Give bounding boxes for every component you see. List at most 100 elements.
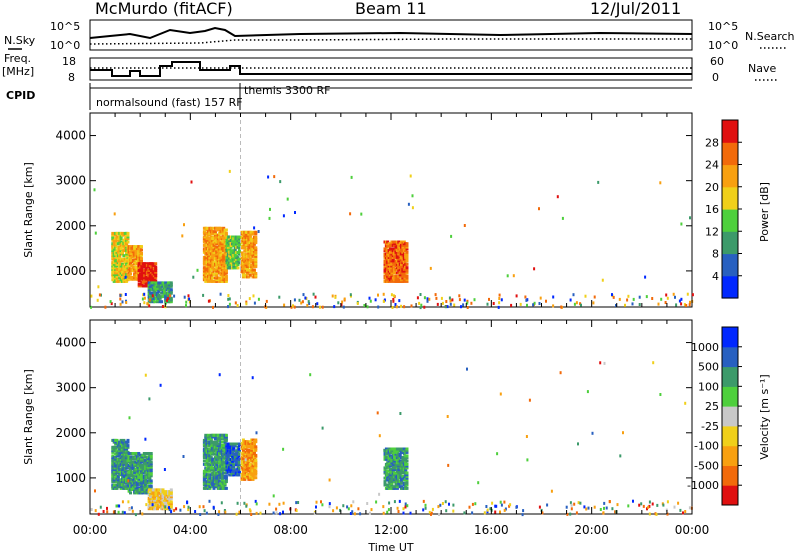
power-cell	[241, 275, 245, 279]
power-cell	[202, 231, 206, 235]
velocity-colorbar-frame	[721, 326, 739, 506]
power-cell	[400, 264, 403, 268]
power-cell	[158, 296, 162, 300]
velocity-cell	[397, 469, 401, 473]
power-cell	[151, 284, 155, 288]
velocity-cell	[144, 477, 148, 481]
power-cell	[127, 270, 131, 274]
velocity-cell	[131, 476, 135, 479]
power-cell	[134, 272, 138, 276]
velocity-cell	[398, 449, 402, 453]
power-cell	[215, 250, 219, 254]
power-cell	[126, 240, 130, 244]
power-speckle	[190, 180, 193, 184]
power-speckle	[90, 294, 93, 298]
power-cell	[152, 277, 156, 281]
power-speckle	[395, 305, 398, 309]
power-cell	[154, 275, 158, 279]
velocity-speckle	[471, 511, 474, 515]
power-cell	[405, 243, 409, 247]
velocity-speckle	[627, 504, 630, 508]
power-cell	[118, 254, 122, 258]
velocity-speckle	[205, 511, 208, 515]
velocity-speckle	[339, 508, 342, 512]
velocity-cell	[405, 471, 409, 475]
velocity-cell	[226, 444, 230, 448]
power-speckle	[227, 235, 230, 239]
power-cell	[252, 270, 256, 274]
power-cell	[169, 291, 173, 295]
power-cell	[118, 259, 122, 263]
velocity-ytick-label: 4000	[55, 336, 86, 350]
power-cell	[133, 269, 137, 273]
power-cell	[133, 260, 137, 264]
power-speckle	[273, 175, 276, 179]
velocity-cell	[119, 442, 123, 446]
velocity-cell	[149, 481, 153, 485]
power-cell	[205, 254, 209, 258]
power-speckle	[146, 302, 149, 306]
velocity-speckle	[121, 510, 124, 514]
velocity-speckle	[320, 500, 322, 504]
power-cell	[127, 277, 131, 281]
power-speckle	[319, 305, 321, 309]
velocity-cell	[218, 435, 222, 439]
power-cell	[130, 267, 134, 271]
velocity-cell	[241, 438, 245, 442]
power-cell	[121, 250, 124, 254]
velocity-cell	[393, 456, 397, 460]
velocity-cell	[398, 452, 402, 456]
velocity-cell	[251, 445, 255, 449]
velocity-speckle	[128, 416, 131, 420]
power-speckle	[143, 292, 146, 296]
velocity-cell	[204, 483, 208, 487]
power-cell	[400, 262, 403, 266]
velocity-speckle	[94, 509, 97, 513]
velocity-cell	[405, 476, 409, 480]
power-speckle	[227, 305, 229, 309]
power-speckle	[512, 274, 515, 278]
power-speckle	[601, 278, 604, 282]
power-cell	[390, 273, 394, 277]
power-cell	[148, 275, 152, 279]
velocity-ylabel: Slant Range [km]	[22, 369, 35, 465]
power-cell	[126, 233, 130, 237]
velocity-colorbar-tick-label: -100	[694, 440, 719, 453]
velocity-speckle	[422, 508, 425, 512]
power-cell	[231, 235, 234, 239]
power-cell	[127, 260, 131, 264]
velocity-speckle	[495, 504, 498, 508]
velocity-cell	[112, 478, 116, 482]
velocity-speckle	[243, 501, 246, 505]
power-cell	[394, 252, 398, 256]
power-speckle	[342, 305, 345, 309]
power-cell	[209, 249, 213, 253]
power-speckle	[316, 302, 319, 306]
velocity-cluster	[111, 438, 130, 490]
freq-label: Freq.	[4, 52, 31, 65]
power-cell	[153, 283, 157, 287]
power-speckle	[449, 299, 452, 303]
power-cell	[222, 245, 226, 249]
power-cell	[220, 262, 224, 266]
power-speckle	[306, 303, 309, 307]
velocity-speckle	[259, 511, 262, 515]
power-cell	[111, 250, 115, 254]
power-cell	[215, 267, 219, 271]
velocity-cell	[223, 483, 227, 487]
power-speckle	[343, 297, 346, 301]
power-cell	[211, 259, 215, 263]
velocity-speckle	[144, 373, 147, 377]
velocity-colorbar-segment	[722, 445, 738, 466]
power-speckle	[282, 214, 285, 218]
power-speckle	[403, 305, 406, 309]
velocity-cell	[204, 476, 208, 480]
power-cell	[211, 237, 215, 241]
power-speckle	[419, 306, 422, 310]
velocity-cell	[254, 445, 258, 449]
power-speckle	[219, 292, 222, 296]
velocity-cell	[144, 458, 148, 462]
power-cell	[114, 243, 118, 247]
power-speckle	[638, 295, 641, 299]
